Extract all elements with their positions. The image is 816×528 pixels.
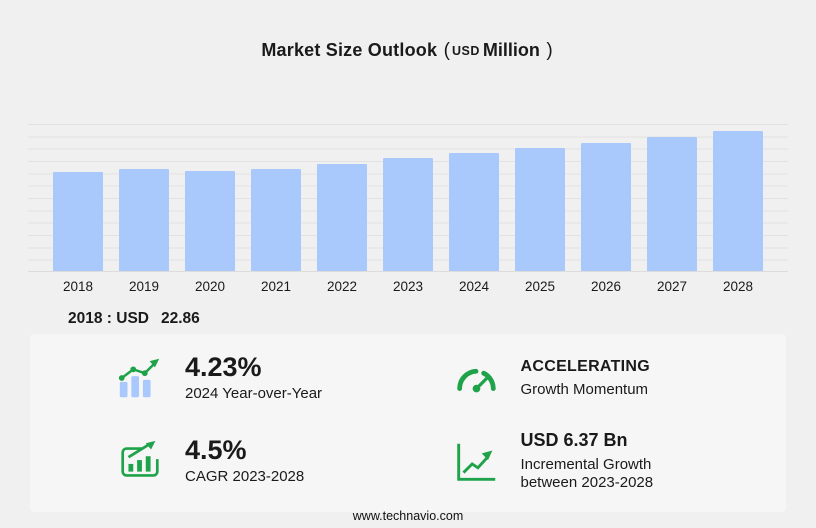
baseline-annotation: 2018 : USD 22.86 — [68, 310, 200, 328]
bar-2020 — [185, 170, 235, 271]
stat-headline: 4.5% — [185, 435, 247, 465]
x-tick-2019: 2019 — [128, 279, 160, 294]
title-unit: Million — [482, 40, 540, 60]
cagr-chart-icon — [121, 440, 159, 477]
footer-url: www.technavio.com — [352, 509, 464, 523]
baseline-value: 22.86 — [160, 310, 200, 327]
stat-text: 4.23% 2024 Year-over-Year — [185, 353, 322, 404]
bar-2019 — [119, 168, 169, 271]
bar-plot — [28, 124, 788, 272]
title-paren-open: ( — [443, 40, 450, 61]
stat-text: USD 6.37 Bn Incremental Growth between 2… — [521, 430, 696, 493]
x-tick-2018: 2018 — [62, 279, 94, 294]
bar-2023 — [383, 158, 433, 271]
x-tick-2024: 2024 — [458, 279, 490, 294]
stat-subtext: 2024 Year-over-Year — [185, 385, 323, 403]
stat-text: 4.5% CAGR 2023-2028 — [185, 436, 304, 487]
stats-panel: 4.23% 2024 Year-over-Year ACCELERATING G… — [30, 334, 786, 512]
stat-subtext: CAGR 2023-2028 — [185, 468, 305, 486]
stat-cagr: 4.5% CAGR 2023-2028 — [115, 430, 451, 493]
x-tick-2028: 2028 — [722, 279, 754, 294]
title-text: Market Size Outlook — [261, 40, 438, 60]
title-paren-close: ) — [546, 40, 553, 61]
bar-2024 — [449, 153, 499, 271]
bar-chart: 2018 2019 2020 2021 2022 2023 2024 2025 2026 2027… — [28, 124, 788, 294]
bar-2028 — [713, 130, 763, 271]
x-tick-2021: 2021 — [260, 279, 292, 294]
stat-subtext: Growth Momentum — [520, 380, 649, 398]
bar-2021 — [251, 168, 301, 271]
incremental-growth-icon — [456, 443, 495, 481]
speedometer-icon — [456, 369, 496, 393]
x-tick-2022: 2022 — [326, 279, 358, 294]
x-tick-2027: 2027 — [656, 279, 688, 294]
bar-2026 — [581, 142, 631, 271]
chart-title: Market Size Outlook (USD Million ) — [0, 40, 816, 62]
stat-headline: ACCELERATING — [520, 358, 651, 376]
stat-headline: 4.23% — [185, 351, 262, 382]
x-tick-2020: 2020 — [194, 279, 226, 294]
stat-headline: USD 6.37 Bn — [520, 430, 628, 450]
stat-subtext: Incremental Growth between 2023-2028 — [520, 455, 654, 492]
stat-yoy-growth: 4.23% 2024 Year-over-Year — [115, 353, 451, 404]
baseline-label: 2018 : USD — [68, 310, 149, 327]
x-tick-2023: 2023 — [392, 279, 424, 294]
stat-text: ACCELERATING Growth Momentum — [521, 357, 651, 399]
bar-2025 — [515, 148, 565, 271]
bar-2022 — [317, 163, 367, 271]
x-tick-2026: 2026 — [590, 279, 622, 294]
yoy-trend-icon — [118, 359, 160, 398]
stat-incremental-growth: USD 6.37 Bn Incremental Growth between 2… — [451, 430, 787, 493]
bar-2018 — [53, 172, 103, 271]
title-currency: USD — [451, 44, 480, 58]
x-axis-labels: 2018 2019 2020 2021 2022 2023 2024 2025 2026 2027… — [28, 279, 788, 294]
bar-2027 — [647, 136, 697, 271]
stat-growth-momentum: ACCELERATING Growth Momentum — [451, 353, 787, 404]
x-tick-2025: 2025 — [524, 279, 556, 294]
